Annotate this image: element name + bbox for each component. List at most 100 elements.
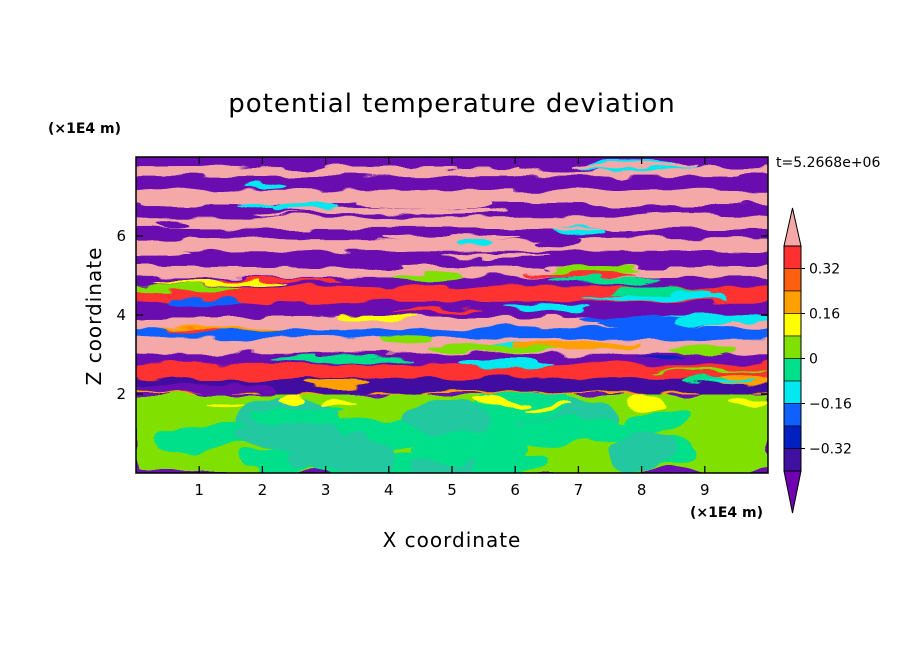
band-streak	[501, 304, 590, 311]
band-streak	[289, 184, 325, 191]
x-tick-label: 1	[194, 481, 204, 499]
temperature-band	[136, 392, 768, 395]
band-streak	[187, 231, 236, 242]
temperature-band	[136, 176, 768, 191]
lower-zone-warm-spot	[204, 404, 239, 409]
band-streak	[399, 325, 433, 336]
colorbar-bottom-arrow	[783, 470, 802, 514]
colorbar-swatch	[783, 403, 802, 427]
colorbar-label: 0	[809, 352, 818, 368]
y-tick-label: 4	[116, 306, 126, 324]
colorbar-swatch	[783, 268, 802, 292]
temperature-band	[136, 166, 768, 177]
band-streak	[171, 375, 305, 383]
lower-zone-warm-spot	[728, 400, 768, 410]
colorbar-swatch	[783, 448, 802, 472]
y-axis-unit: (×1E4 m)	[48, 121, 121, 137]
band-streak	[286, 208, 433, 214]
chart-title: potential temperature deviation	[228, 89, 675, 119]
band-streak	[313, 254, 396, 261]
temperature-band	[136, 190, 768, 205]
colorbar-label: 0.16	[809, 307, 840, 323]
band-streak	[269, 355, 417, 363]
band-streak	[457, 238, 492, 246]
temperature-band	[136, 364, 768, 379]
x-tick-label: 4	[384, 481, 394, 499]
temperature-band	[136, 266, 768, 278]
band-streak	[525, 227, 605, 231]
band-streak	[337, 315, 419, 322]
lower-zone-eddy	[282, 433, 397, 473]
colorbar-top-arrow	[783, 207, 802, 247]
x-tick-label: 3	[321, 481, 331, 499]
band-streak	[155, 280, 287, 286]
temperature-band	[136, 251, 768, 267]
temperature-band	[136, 327, 768, 339]
x-axis: 1 2 3 4 5 6 7 8 9	[194, 157, 710, 499]
stratified-band-field	[136, 157, 768, 395]
band-streak	[200, 249, 306, 256]
band-streak	[163, 165, 266, 174]
colorbar-label: −0.16	[809, 397, 852, 413]
colorbar-swatch	[783, 313, 802, 337]
y-tick-label: 6	[116, 227, 126, 245]
colorbar-label: 0.32	[809, 262, 840, 278]
x-tick-label: 2	[258, 481, 268, 499]
temperature-band	[136, 239, 768, 252]
plot-area	[136, 157, 768, 473]
band-streak	[675, 316, 732, 327]
band-streak	[431, 344, 558, 353]
band-streak	[380, 336, 435, 342]
x-axis-unit: (×1E4 m)	[690, 505, 763, 521]
temperature-band	[136, 353, 768, 365]
band-streak	[358, 200, 466, 209]
band-streak	[158, 191, 247, 202]
x-axis-label: X coordinate	[383, 528, 522, 552]
y-axis-label: Z coordinate	[82, 247, 106, 386]
band-streak	[517, 190, 579, 195]
lower-mixed-zone	[136, 389, 768, 473]
temperature-band	[136, 378, 768, 394]
lower-zone-eddy	[419, 431, 521, 468]
band-streak	[393, 309, 483, 313]
band-streak	[635, 355, 686, 359]
time-label: t=5.2668e+06	[776, 155, 880, 171]
lower-zone-warm-spot	[526, 404, 575, 410]
lower-zone-eddy	[611, 431, 678, 473]
band-streak	[440, 252, 550, 257]
temperature-band	[136, 317, 768, 329]
lower-zone-eddy	[401, 400, 494, 437]
band-streak	[458, 204, 489, 214]
temperature-band	[136, 277, 768, 288]
lower-zone-eddy	[153, 424, 260, 451]
band-streak	[649, 213, 723, 220]
colorbar-swatch	[783, 380, 802, 404]
colorbar-swatch	[783, 335, 802, 359]
band-streak	[241, 184, 287, 190]
band-streak	[670, 289, 710, 299]
band-streak	[458, 358, 556, 368]
band-streak	[549, 277, 660, 285]
lower-zone-eddy	[521, 422, 625, 444]
band-streak	[735, 172, 768, 179]
band-streak	[521, 272, 638, 278]
y-tick-label: 2	[116, 385, 126, 403]
y-axis: 2 4 6	[116, 227, 768, 403]
band-streak	[549, 265, 643, 274]
lower-zone-warm-spot	[622, 397, 662, 405]
colorbar-swatch	[783, 358, 802, 382]
band-streak	[167, 298, 243, 306]
band-streak	[292, 261, 379, 270]
colorbar-swatch	[783, 245, 802, 269]
band-streak	[304, 379, 373, 389]
band-streak	[391, 272, 466, 281]
band-streak	[572, 162, 696, 169]
x-tick-label: 9	[700, 481, 710, 499]
band-streak	[236, 203, 275, 208]
lower-zone-warm-spot	[508, 399, 533, 405]
band-streak	[610, 202, 695, 211]
colorbar-swatch	[783, 425, 802, 449]
x-tick-label: 5	[447, 481, 457, 499]
x-tick-label: 7	[574, 481, 584, 499]
lower-zone-warm-spot	[472, 396, 520, 404]
